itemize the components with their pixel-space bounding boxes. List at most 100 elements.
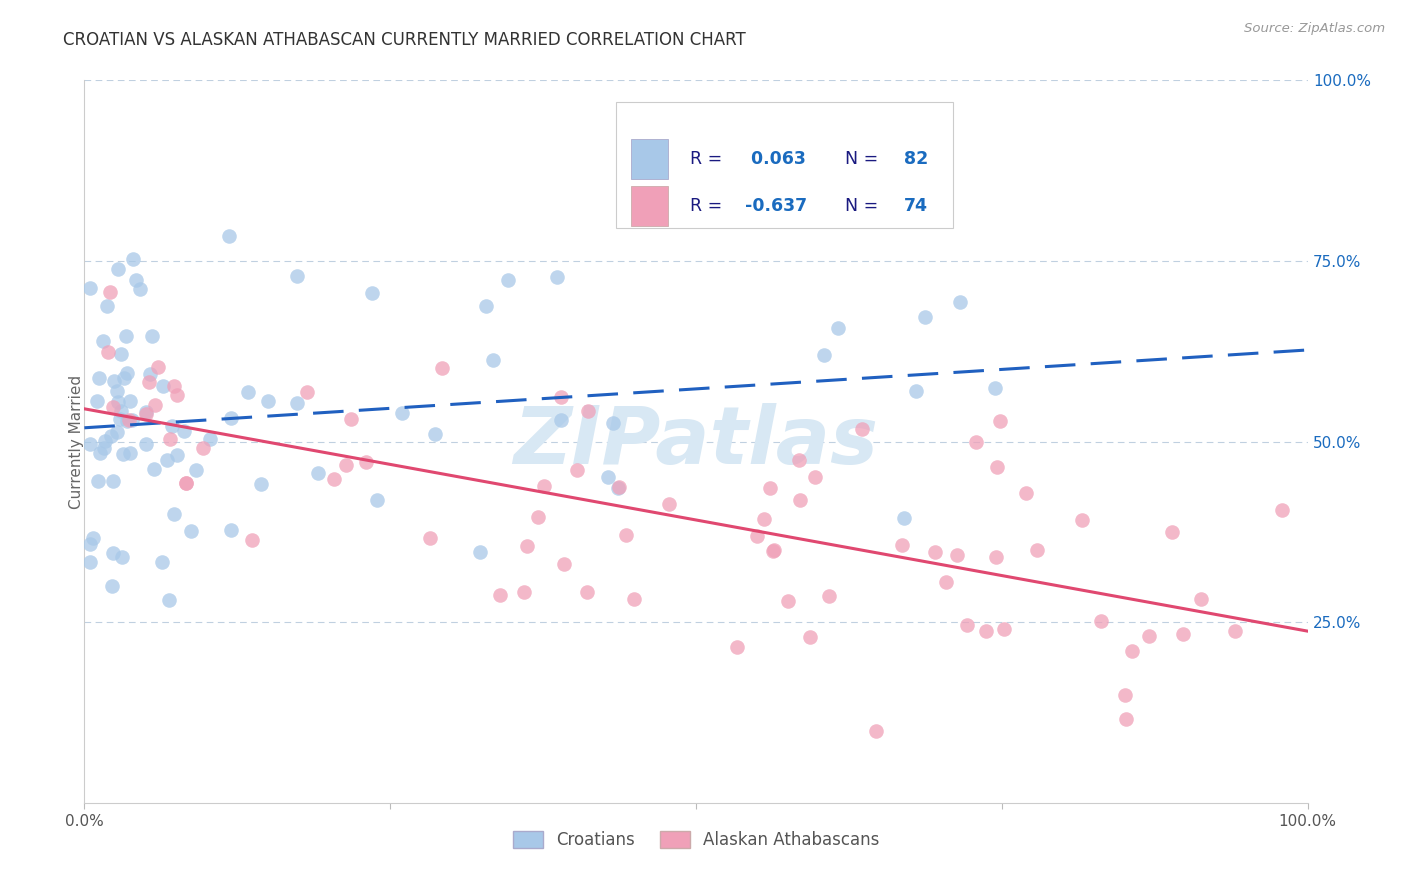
Point	[658, 497, 681, 511]
Point	[157, 593, 180, 607]
Point	[156, 453, 179, 467]
Point	[163, 379, 186, 393]
Point	[890, 539, 912, 553]
Point	[218, 229, 240, 244]
Point	[87, 371, 110, 385]
Point	[481, 353, 503, 368]
Point	[904, 384, 927, 399]
Text: CROATIAN VS ALASKAN ATHABASCAN CURRENTLY MARRIED CORRELATION CHART: CROATIAN VS ALASKAN ATHABASCAN CURRENTLY…	[63, 31, 747, 49]
Point	[219, 411, 242, 425]
Point	[114, 328, 136, 343]
Point	[101, 546, 124, 560]
Text: R =: R =	[690, 196, 727, 215]
Text: N =: N =	[834, 196, 884, 215]
Point	[180, 524, 202, 539]
Point	[122, 252, 145, 267]
Point	[1071, 513, 1094, 527]
Point	[79, 537, 101, 551]
Point	[101, 475, 124, 489]
Point	[285, 269, 308, 284]
Point	[533, 479, 555, 493]
Point	[762, 542, 785, 557]
Text: Source: ZipAtlas.com: Source: ZipAtlas.com	[1244, 22, 1385, 36]
Point	[118, 446, 141, 460]
Point	[988, 415, 1011, 429]
Point	[101, 579, 124, 593]
Point	[141, 329, 163, 343]
Point	[1137, 629, 1160, 643]
Point	[430, 360, 453, 375]
Point	[152, 379, 174, 393]
Point	[98, 285, 121, 300]
Point	[115, 414, 138, 428]
Point	[150, 555, 173, 569]
Point	[1114, 688, 1136, 702]
Point	[965, 435, 987, 450]
Point	[893, 511, 915, 525]
Point	[173, 424, 195, 438]
Point	[1223, 624, 1246, 639]
Point	[516, 539, 538, 553]
Point	[159, 433, 181, 447]
Point	[221, 524, 243, 538]
Text: -0.637: -0.637	[745, 196, 807, 215]
Point	[914, 310, 936, 324]
Point	[111, 447, 134, 461]
Point	[100, 429, 122, 443]
Point	[974, 624, 997, 639]
Point	[366, 493, 388, 508]
Point	[789, 492, 811, 507]
Point	[322, 472, 344, 486]
Point	[602, 416, 624, 430]
Point	[148, 360, 170, 375]
Point	[1121, 644, 1143, 658]
Point	[986, 460, 1008, 475]
Point	[752, 512, 775, 526]
Point	[567, 463, 589, 477]
Point	[813, 348, 835, 362]
Point	[468, 545, 491, 559]
Point	[110, 404, 132, 418]
Point	[361, 285, 384, 300]
FancyBboxPatch shape	[631, 186, 668, 226]
Point	[489, 588, 512, 602]
Point	[82, 531, 104, 545]
Point	[87, 475, 110, 489]
FancyBboxPatch shape	[631, 139, 668, 178]
Point	[984, 550, 1007, 565]
Point	[297, 385, 319, 400]
Point	[166, 388, 188, 402]
Point	[1271, 503, 1294, 517]
Point	[135, 407, 157, 421]
Point	[110, 347, 132, 361]
Point	[184, 462, 207, 476]
Text: 74: 74	[904, 196, 928, 215]
Point	[865, 723, 887, 738]
Point	[550, 413, 572, 427]
Point	[759, 482, 782, 496]
Point	[527, 509, 550, 524]
Point	[160, 419, 183, 434]
Point	[93, 442, 115, 456]
Point	[94, 434, 117, 449]
Point	[787, 452, 810, 467]
Point	[256, 393, 278, 408]
Point	[174, 475, 197, 490]
Point	[285, 395, 308, 409]
Y-axis label: Currently Married: Currently Married	[69, 375, 83, 508]
Point	[115, 366, 138, 380]
Point	[97, 344, 120, 359]
Point	[1090, 614, 1112, 628]
Point	[924, 545, 946, 559]
Point	[475, 299, 498, 313]
Point	[176, 476, 198, 491]
Point	[89, 446, 111, 460]
Point	[725, 640, 748, 654]
Point	[1161, 525, 1184, 540]
Point	[86, 394, 108, 409]
Point	[576, 585, 599, 599]
Point	[546, 270, 568, 285]
FancyBboxPatch shape	[616, 102, 953, 228]
Point	[101, 400, 124, 414]
Point	[1173, 627, 1195, 641]
